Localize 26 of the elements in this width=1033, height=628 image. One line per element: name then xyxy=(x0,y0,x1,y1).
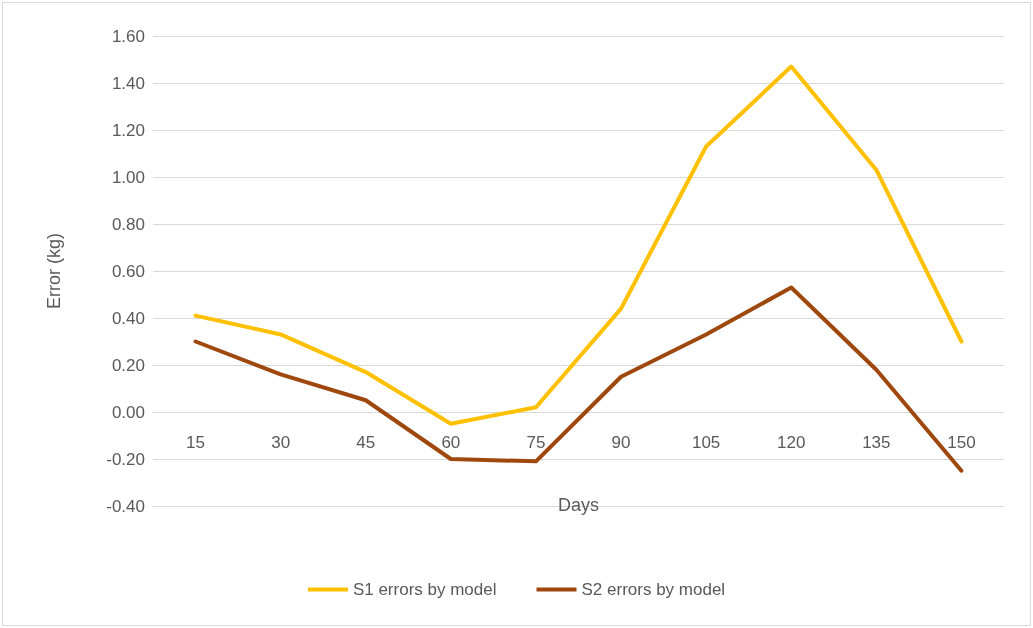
x-tick-label: 15 xyxy=(186,433,206,452)
x-tick-label: 60 xyxy=(441,433,461,452)
x-tick-label: 105 xyxy=(691,433,721,452)
x-tick-label: 30 xyxy=(271,433,291,452)
y-tick-label: 1.00 xyxy=(111,167,145,187)
x-tick-label: 45 xyxy=(356,433,376,452)
x-axis-title: Days xyxy=(557,495,600,515)
y-axis-title: Error (kg) xyxy=(44,233,64,309)
y-tick-label: 0.40 xyxy=(111,308,145,328)
x-tick-label: 120 xyxy=(777,433,806,452)
y-tick-label: 0.00 xyxy=(111,402,145,422)
x-tick-label: 150 xyxy=(947,433,976,452)
legend-label: S1 errors by model xyxy=(352,580,497,599)
y-tick-label: 1.20 xyxy=(111,120,145,140)
line-series xyxy=(193,64,964,426)
y-tick-label: 0.80 xyxy=(111,214,145,234)
y-tick-label: -0.40 xyxy=(106,496,145,516)
y-tick-label: 1.60 xyxy=(111,26,145,46)
y-tick-label: -0.20 xyxy=(106,449,145,469)
y-tick-label: 0.20 xyxy=(111,355,145,375)
y-tick-label: 1.40 xyxy=(111,73,145,93)
x-tick-label: 90 xyxy=(611,433,631,452)
y-tick-label: 0.60 xyxy=(111,261,145,281)
legend-label: S2 errors by model xyxy=(581,580,726,599)
x-tick-label: 75 xyxy=(526,433,546,452)
x-tick-label: 135 xyxy=(862,433,891,452)
